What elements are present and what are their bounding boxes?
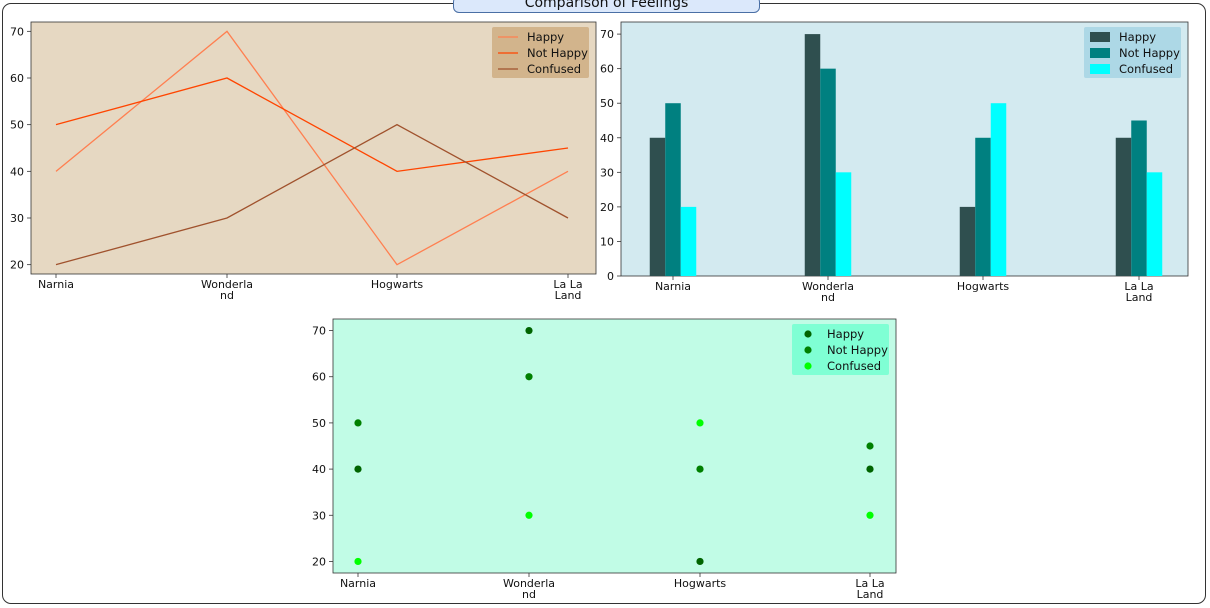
y-tick-label: 30 — [600, 166, 614, 179]
legend-box — [492, 27, 589, 78]
bar-confused — [1146, 172, 1163, 276]
bar-not-happy — [665, 103, 681, 277]
point-happy — [354, 465, 362, 473]
point-confused — [696, 419, 704, 427]
legend-swatch — [804, 330, 812, 338]
x-tick-label: Hogwarts — [957, 280, 1010, 293]
x-tick-label: Narnia — [340, 577, 376, 590]
y-tick-label: 60 — [600, 63, 614, 76]
y-tick-label: 70 — [600, 28, 614, 41]
y-tick-label: 70 — [312, 325, 326, 338]
legend-label: Happy — [527, 30, 564, 44]
legend-box — [792, 324, 889, 375]
bar-happy — [959, 206, 976, 276]
bar-not-happy — [975, 137, 991, 276]
series-line-confused — [55, 123, 569, 266]
legend-label: Not Happy — [527, 46, 588, 60]
y-tick-label: 30 — [10, 212, 24, 225]
y-tick-label: 50 — [312, 417, 326, 430]
y-tick-label: 70 — [10, 25, 24, 38]
x-tick-label: Narnia — [655, 280, 691, 293]
y-tick-label: 50 — [10, 119, 24, 132]
legend-swatch — [804, 346, 812, 354]
bar-not-happy — [1131, 120, 1147, 276]
legend-label: Happy — [827, 327, 864, 341]
legend-label: Not Happy — [1119, 46, 1180, 60]
point-confused — [525, 511, 533, 519]
y-tick-label: 20 — [312, 555, 326, 568]
y-tick-label: 60 — [312, 371, 326, 384]
legend-label: Confused — [827, 359, 881, 373]
x-tick-label: Hogwarts — [371, 278, 424, 291]
x-tick-label: Hogwarts — [674, 577, 727, 590]
y-tick-label: 10 — [600, 235, 614, 248]
point-happy — [696, 557, 704, 566]
point-confused — [866, 511, 874, 519]
legend-swatch — [804, 362, 812, 370]
x-tick-label: La La Land — [553, 278, 582, 302]
point-confused — [354, 557, 362, 566]
legend-label: Confused — [1119, 62, 1173, 76]
point-not-happy — [696, 465, 704, 473]
legend-label: Happy — [1119, 30, 1156, 44]
x-tick-label: Wonderla nd — [201, 278, 253, 302]
point-happy — [866, 465, 874, 473]
y-tick-label: 20 — [600, 201, 614, 214]
bar-happy — [1115, 137, 1132, 276]
point-not-happy — [525, 373, 533, 381]
y-tick-label: 40 — [10, 165, 24, 178]
legend-label: Not Happy — [827, 343, 888, 357]
x-tick-label: Wonderla nd — [802, 280, 854, 304]
y-tick-label: 30 — [312, 509, 326, 522]
bar-confused — [990, 103, 1007, 277]
y-tick-label: 20 — [10, 259, 24, 272]
bar-not-happy — [820, 68, 836, 276]
figure-title-text: Comparison of Feelings — [524, 0, 689, 11]
bar-happy — [804, 34, 821, 276]
bar-happy — [649, 137, 666, 276]
point-not-happy — [354, 419, 362, 427]
y-tick-label: 0 — [607, 270, 614, 283]
point-not-happy — [866, 442, 874, 450]
y-tick-label: 60 — [10, 72, 24, 85]
bar-confused — [680, 206, 697, 276]
legend-swatch — [1090, 64, 1110, 74]
x-tick-label: Narnia — [38, 278, 74, 291]
y-tick-label: 50 — [600, 97, 614, 110]
x-tick-label: Wonderla nd — [503, 577, 555, 601]
x-tick-label: La La Land — [1124, 280, 1153, 304]
legend-swatch — [1090, 48, 1110, 58]
x-tick-label: La La Land — [855, 577, 884, 601]
y-tick-label: 40 — [600, 132, 614, 145]
figure-title: Comparison of Feelings — [453, 0, 760, 13]
bar-confused — [835, 172, 852, 276]
point-happy — [525, 326, 533, 335]
legend-swatch — [1090, 32, 1110, 42]
legend-label: Confused — [527, 62, 581, 76]
series-line-not-happy — [55, 77, 569, 173]
y-tick-label: 40 — [312, 463, 326, 476]
